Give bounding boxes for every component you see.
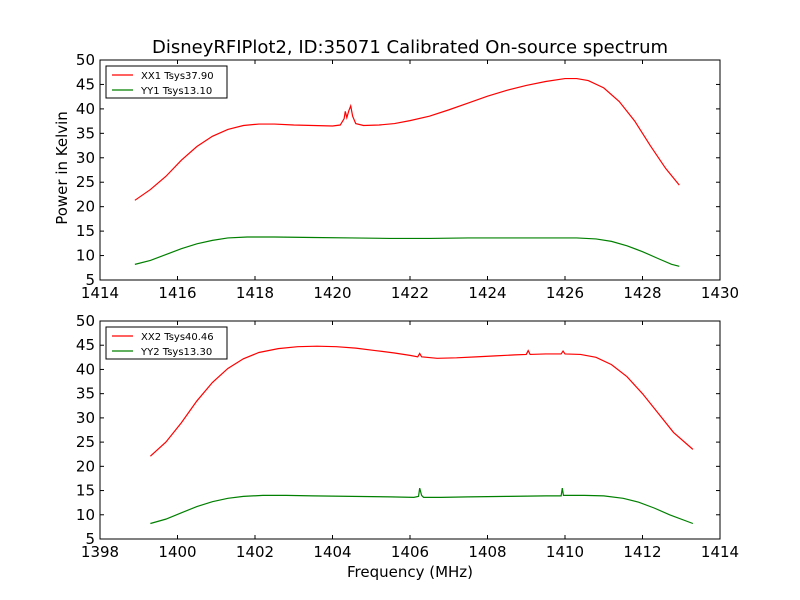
- x-tick-label: 1420: [313, 284, 351, 302]
- x-tick-label: 1430: [701, 284, 739, 302]
- x-tick-label: 1428: [623, 284, 661, 302]
- legend: XX2 Tsys40.46 YY2 Tsys13.30: [105, 326, 228, 360]
- y-tick-label: 30: [76, 149, 95, 167]
- y-axis-label: Power in Kelvin: [53, 111, 71, 225]
- legend-box: [105, 326, 228, 360]
- legend-entry: XX2 Tsys40.46: [141, 332, 214, 343]
- y-tick-label: 30: [76, 409, 95, 427]
- y-tick-label: 45: [76, 336, 95, 354]
- legend-entry: YY1 Tsys13.10: [140, 86, 212, 97]
- y-tick-label: 15: [76, 222, 95, 240]
- y-tick-label: 45: [76, 75, 95, 93]
- y-tick-label: 35: [76, 124, 95, 142]
- y-tick-label: 10: [76, 506, 95, 524]
- x-tick-label: 1402: [236, 543, 274, 561]
- x-tick-label: 1414: [81, 284, 119, 302]
- y-tick-label: 20: [76, 198, 95, 216]
- y-tick-label: 50: [76, 51, 95, 69]
- series-line-2: [150, 487, 694, 525]
- x-tick-label: 1406: [391, 543, 429, 561]
- x-tick-label: 1400: [158, 543, 196, 561]
- y-tick-label: 10: [76, 247, 95, 265]
- x-tick-label: 1416: [158, 284, 196, 302]
- x-tick-label: 1414: [701, 543, 739, 561]
- chart-title: DisneyRFIPlot2, ID:35071 Calibrated On-s…: [152, 37, 668, 58]
- x-tick-label: 1410: [546, 543, 584, 561]
- y-tick-label: 35: [76, 385, 95, 403]
- y-tick-label: 20: [76, 457, 95, 475]
- x-tick-label: 1426: [546, 284, 584, 302]
- y-tick-label: 15: [76, 482, 95, 500]
- series-line-1: [149, 345, 694, 457]
- top-plot-panel: 1414 1416 1418 1420 1422 1424 1426 1428 1430 5 10 1…: [76, 51, 739, 302]
- legend-entry: XX1 Tsys37.90: [141, 71, 214, 82]
- y-tick-label: 50: [76, 312, 95, 330]
- legend-entry: YY2 Tsys13.30: [140, 347, 212, 358]
- legend-box: [105, 65, 228, 99]
- y-tick-label: 40: [76, 100, 95, 118]
- legend: XX1 Tsys37.90 YY1 Tsys13.10: [105, 65, 228, 99]
- x-tick-label: 1412: [623, 543, 661, 561]
- y-tick-label: 40: [76, 360, 95, 378]
- series-line-1: [134, 77, 680, 201]
- x-tick-label: 1404: [313, 543, 351, 561]
- y-tick-label: 25: [76, 433, 95, 451]
- bottom-plot-panel: 1398 1400 1402 1404 1406 1408 1410 1412 1414 5 10 1…: [76, 312, 739, 561]
- x-tick-label: 1408: [468, 543, 506, 561]
- y-tick-label: 25: [76, 173, 95, 191]
- x-tick-label: 1422: [391, 284, 429, 302]
- series-line-2: [134, 236, 680, 267]
- x-axis-label: Frequency (MHz): [347, 563, 473, 581]
- x-tick-label: 1418: [236, 284, 274, 302]
- y-tick-label: 5: [85, 271, 95, 289]
- x-tick-label: 1424: [468, 284, 506, 302]
- x-tick-label: 1398: [81, 543, 119, 561]
- y-tick-label: 5: [85, 530, 95, 548]
